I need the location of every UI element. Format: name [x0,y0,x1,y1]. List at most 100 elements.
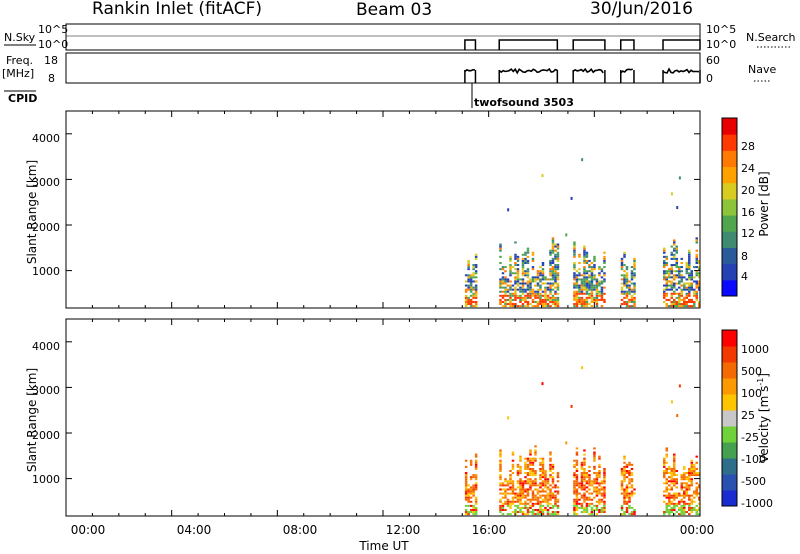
echo-cell [546,278,550,281]
echo-cell [590,292,594,295]
echo-cell [630,467,634,470]
echo-cell [583,488,586,491]
echo-cell [630,474,634,477]
echo-cell [583,484,586,487]
echo-cell [524,506,527,509]
echo-cell [690,500,694,503]
echo-cell [499,463,502,466]
echo-cell [585,259,589,262]
echo-cell [526,272,530,275]
echo-cell [695,455,699,458]
echo-cell [464,284,468,287]
echo-cell [678,506,681,509]
echo-cell [580,300,584,303]
echo-cell [580,482,584,485]
echo-cell [688,484,691,487]
echo-cell [628,284,631,287]
echo-cell [665,467,669,470]
echo-cell [565,441,568,445]
echo-cell [598,290,601,293]
echo-cell [683,276,686,279]
echo-cell [467,500,470,503]
echo-cell [663,255,666,258]
echo-cell [595,282,599,285]
echo-cell [534,472,537,475]
echo-cell [675,480,679,483]
echo-cell [526,459,530,462]
echo-cell [675,276,679,279]
echo-cell [633,274,636,277]
echo-cell [499,484,502,487]
echo-cell [575,276,579,279]
echo-cell [620,486,624,489]
echo-cell [680,508,684,511]
echo-cell [514,282,517,285]
echo-cell [583,270,586,273]
echo-cell [680,284,684,287]
echo-cell [688,478,691,481]
echo-cell [625,484,629,487]
echo-cell [464,474,468,477]
echo-cell [680,305,684,308]
echo-cell [673,472,676,475]
echo-cell [625,511,629,514]
echo-cell [695,490,699,493]
echo-cell [673,498,676,501]
echo-cell [501,508,505,511]
echo-cell [544,474,547,477]
echo-cell [698,502,701,505]
echo-cell [580,288,584,291]
echo-cell [549,492,552,495]
echo-cell [590,276,594,279]
echo-cell [501,296,505,299]
echo-cell [556,292,560,295]
echo-cell [678,272,681,275]
echo-cell [633,264,636,267]
echo-cell [623,500,626,503]
echo-cell [544,498,547,501]
echo-cell [554,298,557,301]
echo-cell [506,482,510,485]
echo-cell [585,303,589,306]
echo-cell [628,474,631,477]
echo-cell [690,461,694,464]
echo-cell [623,300,626,303]
echo-cell [499,461,502,464]
echo-cell [603,496,606,499]
echo-cell [551,251,555,254]
echo-cell [551,282,555,285]
echo-cell [585,284,589,287]
echo-cell [668,511,671,514]
echo-cell [675,261,679,264]
echo-cell [539,511,542,514]
echo-cell [698,286,701,289]
echo-cell [585,476,589,479]
echo-cell [464,288,468,291]
echo-cell [524,253,527,256]
echo-cell [499,249,502,252]
echo-cell [603,500,606,503]
echo-cell [526,288,530,291]
echo-cell [683,513,686,516]
echo-cell [536,490,540,493]
echo-cell [549,474,552,477]
echo-cell [625,486,629,489]
echo-cell [585,506,589,509]
echo-cell [683,305,686,308]
echo-cell [467,268,470,271]
echo-cell [514,508,517,511]
echo-cell [467,276,470,279]
echo-cell [506,303,510,306]
echo-cell [526,463,530,466]
echo-cell [499,453,502,456]
echo-cell [539,508,542,511]
echo-cell [556,278,560,281]
echo-cell [474,296,478,299]
velocity-colorbar-label: Velocity [m s-1] [756,373,771,463]
echo-cell [670,502,674,505]
echo-cell [678,494,681,497]
echo-cell [524,488,527,491]
echo-cell [583,268,586,271]
echo-cell [593,284,596,287]
echo-cell [585,502,589,505]
